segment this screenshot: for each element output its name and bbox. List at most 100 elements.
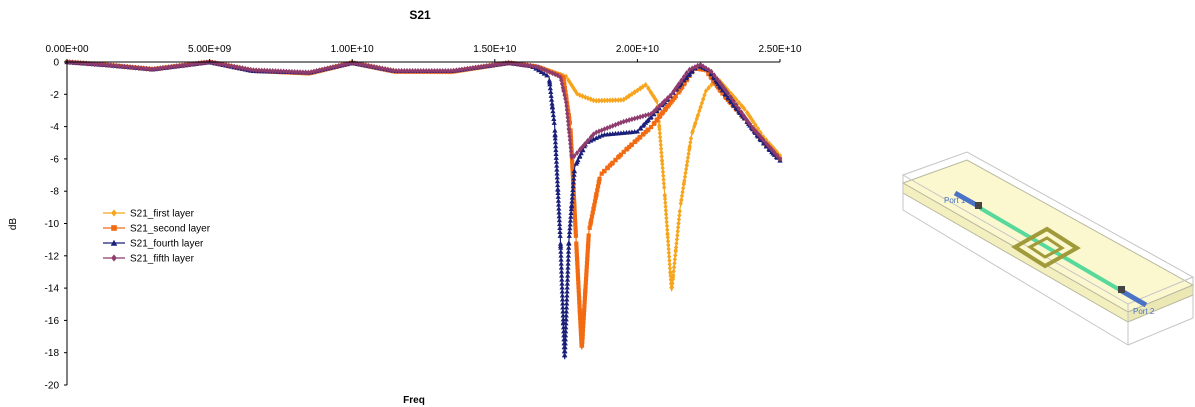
data-point: [562, 82, 567, 87]
data-point: [583, 276, 589, 281]
data-point: [144, 65, 149, 72]
data-point: [125, 63, 130, 70]
data-point: [344, 61, 349, 67]
data-point: [715, 76, 720, 83]
outer-ring: [1011, 226, 1081, 269]
data-point: [558, 264, 564, 270]
data-point: [701, 96, 706, 102]
data-point: [564, 284, 570, 290]
data-point: [575, 261, 580, 266]
y-tick-label: -4: [50, 122, 59, 133]
airbox-edge: [902, 209, 1129, 346]
structure-inset: Port 1 Port 2: [901, 151, 1195, 346]
data-point: [726, 95, 732, 101]
data-point: [273, 68, 278, 74]
data-point: [547, 69, 552, 75]
legend-item-second-layer: S21_second layer: [103, 224, 211, 235]
data-point: [613, 121, 618, 128]
data-point: [567, 225, 573, 231]
data-point: [682, 177, 687, 184]
data-point: [698, 67, 703, 72]
data-point: [658, 113, 663, 118]
data-point: [573, 221, 578, 227]
data-point: [664, 219, 669, 225]
data-point: [665, 234, 670, 241]
data-point: [481, 63, 486, 70]
data-point: [665, 95, 670, 102]
data-point: [766, 143, 771, 149]
data-point: [138, 65, 144, 72]
data-point: [660, 110, 666, 115]
data-point: [567, 133, 572, 140]
data-point: [659, 100, 665, 107]
data-point: [562, 336, 568, 342]
data-point: [666, 246, 671, 252]
data-point: [585, 256, 590, 262]
data-point: [580, 93, 585, 100]
data-point: [495, 61, 500, 68]
data-point: [478, 63, 484, 70]
y-axis-ticks: 0 -2 -4 -6 -8 -10 -12 -14 -16 -18 -20: [45, 58, 67, 392]
data-point: [555, 198, 562, 203]
data-point: [582, 304, 587, 309]
data-point: [657, 122, 662, 129]
data-point: [576, 280, 581, 285]
data-point: [565, 118, 571, 125]
data-point: [558, 74, 563, 81]
data-point: [563, 328, 569, 334]
data-point: [659, 153, 664, 160]
data-point: [591, 97, 596, 104]
data-point: [575, 157, 581, 163]
data-point: [661, 172, 666, 179]
data-point: [621, 149, 626, 155]
series-fifth-layer: [64, 59, 783, 162]
data-point: [555, 72, 560, 79]
data-point: [556, 205, 562, 211]
data-point: [565, 272, 571, 278]
data-point: [295, 69, 300, 75]
data-point: [383, 66, 388, 72]
legend-label: S21_second layer: [130, 224, 211, 235]
data-point: [498, 61, 503, 67]
data-point: [660, 161, 665, 168]
data-point: [185, 61, 190, 68]
data-point: [584, 264, 589, 270]
x-tick-label: 1.50E+10: [473, 44, 517, 55]
data-point: [680, 189, 685, 195]
data-point: [561, 88, 566, 95]
data-point: [541, 70, 547, 76]
data-point: [671, 272, 676, 279]
data-point: [169, 63, 174, 70]
data-point: [358, 61, 363, 68]
chart: S21 0.00E+00 5.00E+09 1.00E+10 1.50E+10 2.00…: [8, 8, 802, 406]
data-point: [577, 312, 583, 317]
data-point: [297, 69, 303, 76]
data-point: [671, 264, 677, 271]
legend-item-first-layer: S21_first layer: [103, 209, 195, 220]
data-point: [552, 135, 558, 141]
data-point: [223, 62, 229, 69]
data-point: [682, 173, 688, 180]
data-point: [629, 91, 635, 97]
data-point: [557, 229, 563, 234]
data-point: [556, 201, 562, 207]
data-point: [659, 157, 665, 164]
data-point: [629, 116, 635, 123]
x-tick-label: 0.00E+00: [45, 44, 89, 55]
data-point: [618, 119, 624, 126]
data-point: [73, 59, 78, 66]
data-point: [658, 134, 663, 141]
data-point: [570, 167, 575, 172]
data-point: [589, 214, 595, 219]
data-point: [558, 252, 564, 258]
data-point: [533, 63, 539, 70]
data-point: [245, 66, 251, 73]
data-point: [385, 66, 390, 73]
data-point: [565, 110, 570, 117]
data-point: [669, 284, 675, 291]
data-point: [733, 95, 738, 102]
data-point: [591, 206, 596, 212]
data-point: [287, 68, 292, 75]
data-point: [267, 67, 273, 74]
data-point: [538, 69, 545, 74]
